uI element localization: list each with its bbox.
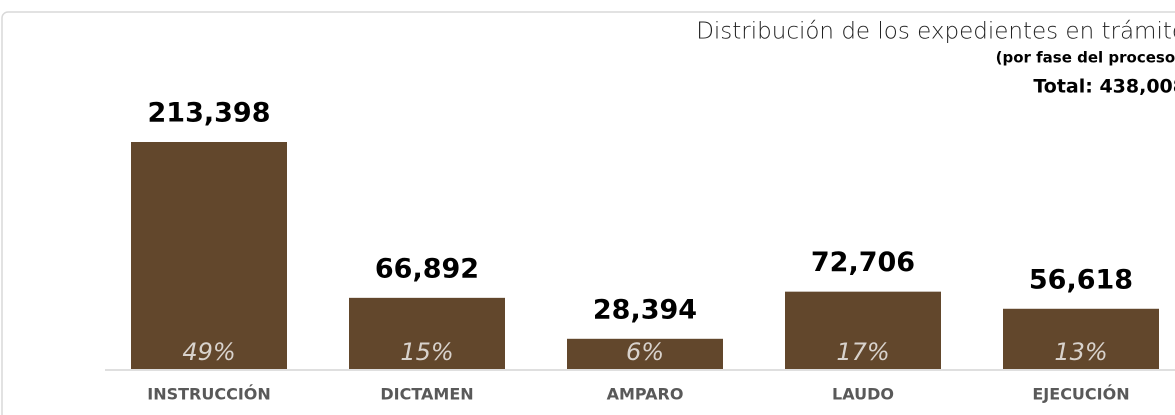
share-label: 17% bbox=[836, 338, 889, 366]
x-tick-label: DICTAMEN bbox=[380, 385, 473, 404]
value-label: 213,398 bbox=[148, 98, 271, 129]
chart-title: Distribución de los expedientes en trámi… bbox=[696, 19, 1175, 45]
bar bbox=[1003, 308, 1159, 369]
share-label: 15% bbox=[400, 338, 453, 366]
x-tick-label: AMPARO bbox=[607, 385, 684, 404]
share-label: 49% bbox=[182, 338, 235, 366]
bar bbox=[785, 291, 941, 369]
bar bbox=[567, 338, 723, 369]
x-tick-label: LAUDO bbox=[832, 385, 894, 404]
value-label: 56,618 bbox=[1029, 264, 1133, 295]
share-label: 6% bbox=[626, 338, 664, 366]
x-tick-label: INSTRUCCIÓN bbox=[147, 385, 271, 404]
chart-subtitle: (por fase del proceso) bbox=[996, 49, 1175, 67]
total-label: Total: 438,008 bbox=[1033, 76, 1175, 98]
value-label: 72,706 bbox=[811, 247, 915, 278]
value-label: 28,394 bbox=[593, 294, 697, 325]
chart-frame bbox=[1, 11, 1175, 415]
bar bbox=[349, 297, 505, 369]
share-label: 13% bbox=[1054, 338, 1107, 366]
value-label: 66,892 bbox=[375, 253, 479, 284]
bar bbox=[131, 142, 287, 369]
x-tick-label: EJECUCIÓN bbox=[1032, 385, 1129, 404]
